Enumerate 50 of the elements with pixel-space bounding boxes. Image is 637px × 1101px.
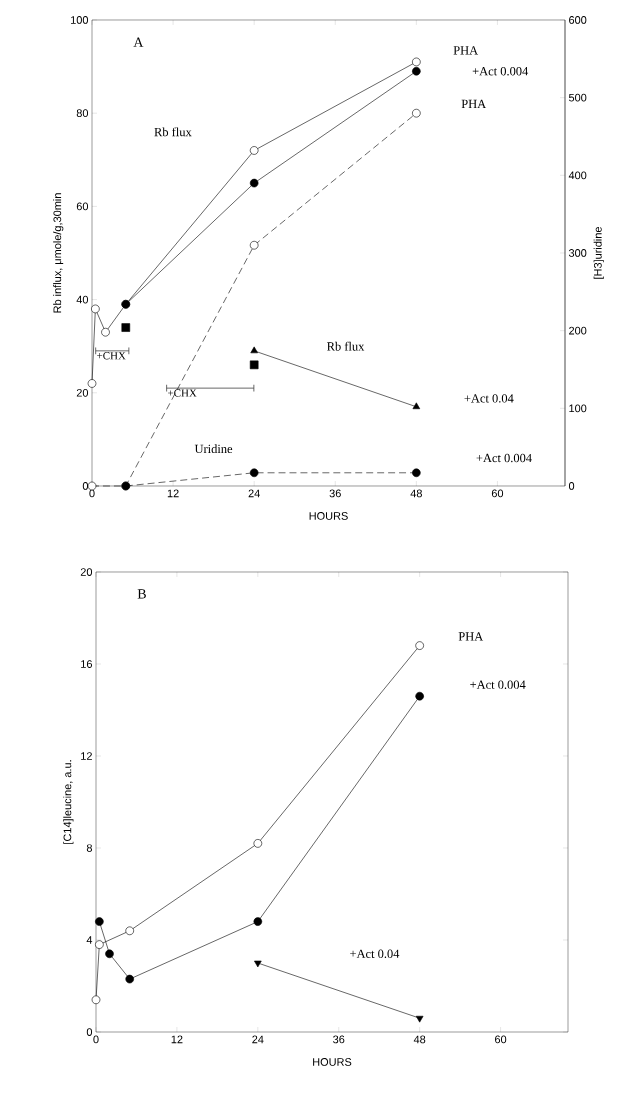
x-tick-label: 0 <box>93 1035 99 1044</box>
annotation: +Act 0.004 <box>476 453 532 463</box>
annotation: +Act 0.04 <box>350 949 400 959</box>
text: B <box>137 589 146 599</box>
x-tick-label: 12 <box>167 489 179 498</box>
text: A <box>133 37 144 47</box>
legend-label: +CHX <box>97 352 126 360</box>
y2-tick-label: 0 <box>568 482 575 490</box>
y-tick-label: 8 <box>86 844 92 852</box>
annotation: Uridine <box>194 444 233 454</box>
y2-tick-label: 600 <box>569 16 587 24</box>
annotation: PHA <box>461 99 487 108</box>
y-tick-label: 40 <box>76 295 89 304</box>
y2-axis-title: [H3]uridine <box>593 226 604 279</box>
annotation: Rb flux <box>327 341 365 351</box>
y-tick-label: 20 <box>76 388 89 397</box>
y-tick-label: 20 <box>80 568 93 576</box>
x-tick-label: 36 <box>329 489 341 498</box>
x-tick-label: 36 <box>333 1035 345 1044</box>
x-tick-label: 60 <box>495 1035 507 1044</box>
y-tick-label: 4 <box>86 936 93 944</box>
y2-tick-label: 100 <box>569 404 587 413</box>
x-tick-label: 12 <box>171 1035 183 1044</box>
x-tick-label: 48 <box>410 489 422 498</box>
x-tick-label: 24 <box>252 1035 264 1044</box>
annotation: +Act 0.004 <box>470 680 526 689</box>
x-axis-title: HOURS <box>309 512 348 520</box>
y-tick-label: 100 <box>71 16 89 24</box>
annotation: +Act 0.004 <box>472 67 529 76</box>
y2-tick-label: 200 <box>569 326 587 335</box>
y-tick-label: 0 <box>82 482 89 490</box>
y-tick-label: 12 <box>81 752 92 760</box>
y-tick-label: 16 <box>81 660 92 668</box>
y2-tick-label: 500 <box>568 93 587 102</box>
y-tick-label: 0 <box>86 1028 93 1036</box>
y2-tick-label: 300 <box>568 249 587 257</box>
y2-tick-label: 400 <box>568 171 587 180</box>
x-tick-label: 24 <box>248 489 260 498</box>
y-tick-label: 80 <box>76 109 89 118</box>
annotation: PHA <box>453 46 479 55</box>
y-tick-label: 60 <box>76 202 89 211</box>
x-tick-label: 48 <box>413 1035 426 1044</box>
y-axis-title: Rb influx, μmole/g,30min <box>53 193 64 313</box>
annotation: PHA <box>458 632 484 641</box>
x-tick-label: 60 <box>491 489 504 498</box>
annotation: Rb flux <box>154 127 192 137</box>
y-axis-title: [C14]leucine, a.u. <box>63 760 74 844</box>
annotation: +Act 0.04 <box>464 394 514 403</box>
legend-label: +CHX <box>168 389 197 397</box>
x-axis-title: HOURS <box>313 1058 352 1066</box>
